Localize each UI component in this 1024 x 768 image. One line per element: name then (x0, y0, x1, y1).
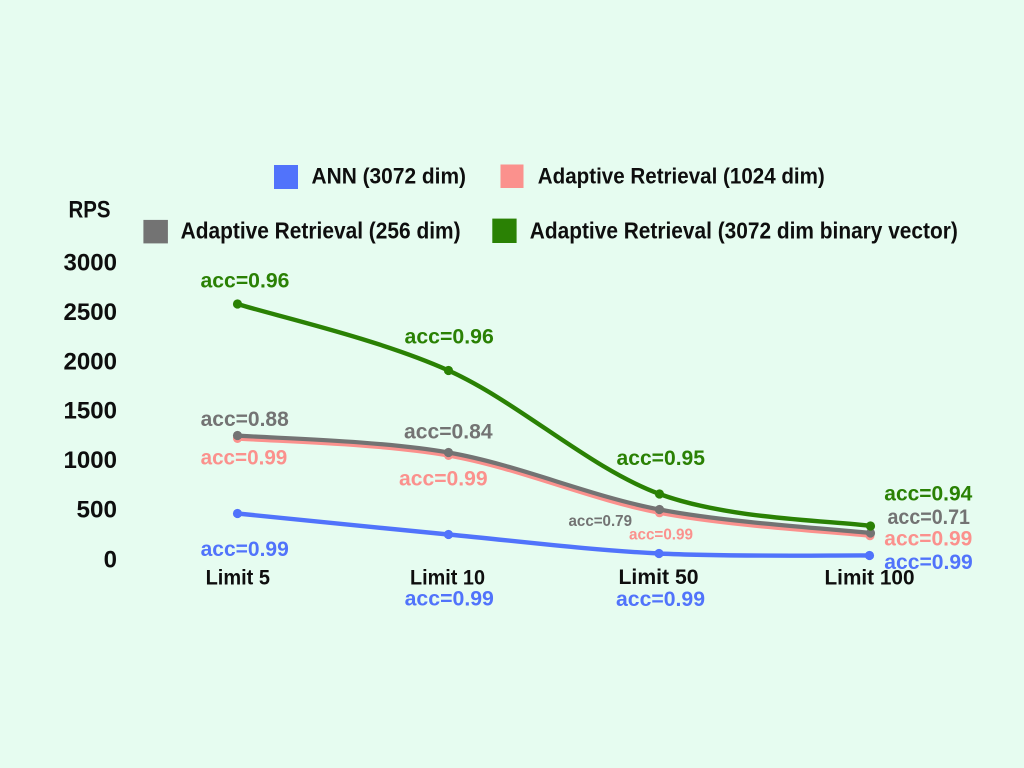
svg-text:Limit 100: Limit 100 (825, 566, 915, 589)
svg-text:0: 0 (104, 546, 117, 573)
svg-text:ANN (3072 dim): ANN (3072 dim) (312, 164, 467, 189)
svg-text:acc=0.79: acc=0.79 (569, 513, 633, 530)
svg-text:RPS: RPS (69, 196, 111, 223)
svg-text:acc=0.99: acc=0.99 (201, 538, 289, 561)
svg-text:2000: 2000 (64, 348, 118, 375)
svg-text:acc=0.99: acc=0.99 (884, 528, 972, 551)
svg-text:Adaptive Retrieval (256 dim): Adaptive Retrieval (256 dim) (181, 218, 461, 244)
svg-text:Adaptive Retrieval (3072 dim b: Adaptive Retrieval (3072 dim binary vect… (530, 218, 958, 244)
svg-text:acc=0.99: acc=0.99 (405, 587, 494, 610)
svg-text:500: 500 (77, 496, 118, 523)
svg-text:2500: 2500 (64, 299, 118, 326)
svg-text:1000: 1000 (64, 447, 118, 474)
svg-text:Limit 10: Limit 10 (410, 566, 485, 589)
svg-text:acc=0.99: acc=0.99 (399, 467, 488, 490)
svg-text:acc=0.96: acc=0.96 (405, 326, 494, 349)
svg-text:acc=0.94: acc=0.94 (884, 483, 972, 506)
svg-text:acc=0.96: acc=0.96 (201, 270, 290, 293)
svg-text:acc=0.99: acc=0.99 (616, 588, 705, 611)
svg-text:acc=0.71: acc=0.71 (888, 506, 971, 529)
svg-text:1500: 1500 (64, 398, 118, 425)
svg-text:acc=0.84: acc=0.84 (404, 421, 493, 444)
svg-text:Limit 5: Limit 5 (206, 566, 271, 589)
svg-text:acc=0.95: acc=0.95 (617, 447, 706, 470)
svg-text:acc=0.99: acc=0.99 (629, 527, 693, 544)
svg-text:Limit 50: Limit 50 (619, 566, 699, 589)
svg-text:acc=0.88: acc=0.88 (201, 408, 290, 431)
svg-text:Adaptive Retrieval (1024 dim): Adaptive Retrieval (1024 dim) (538, 164, 825, 189)
svg-text:3000: 3000 (64, 250, 118, 277)
svg-text:acc=0.99: acc=0.99 (884, 551, 973, 574)
svg-text:acc=0.99: acc=0.99 (201, 447, 288, 470)
